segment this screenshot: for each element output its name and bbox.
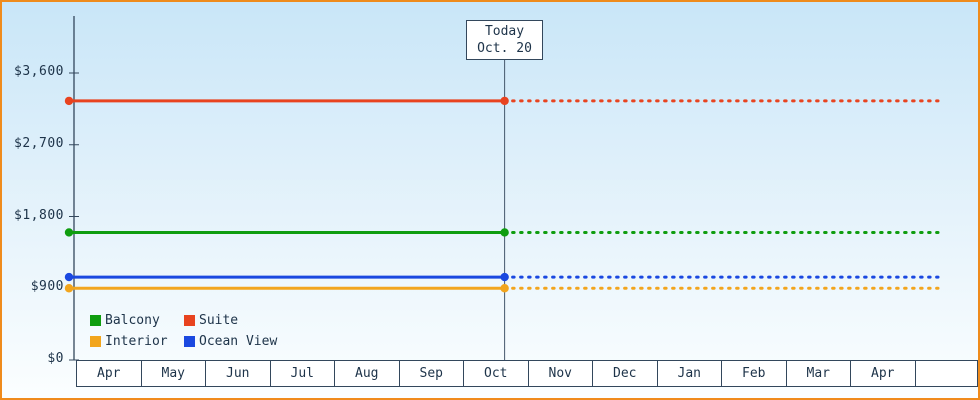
series-today-marker-suite — [500, 96, 509, 106]
legend-label: Ocean View — [199, 333, 278, 349]
legend-swatch — [90, 335, 101, 347]
legend-label: Balcony — [105, 312, 160, 328]
legend-item-balcony: Balcony — [90, 311, 184, 329]
legend-item-suite: Suite — [184, 311, 277, 329]
today-date-label: Oct. 20 — [477, 41, 532, 56]
month-cell-feb: Feb — [722, 360, 787, 387]
month-cell-jul: Jul — [270, 360, 335, 387]
month-cell-empty — [915, 360, 978, 387]
series-today-marker-interior — [500, 284, 509, 293]
legend-swatch — [184, 314, 195, 326]
month-cell-jun: Jun — [206, 360, 271, 387]
legend-swatch — [90, 314, 101, 326]
month-cell-may: May — [141, 360, 206, 387]
series-start-marker-ocean-view — [64, 272, 74, 282]
month-cell-jan: Jan — [657, 360, 722, 387]
series-today-marker-balcony — [500, 228, 509, 237]
chart-legend: Balcony Suite Interior Ocean View — [90, 311, 277, 350]
y-axis-label: $3,600 — [14, 64, 64, 79]
month-cell-nov: Nov — [528, 360, 593, 387]
month-cell-mar: Mar — [786, 360, 851, 387]
legend-label: Interior — [105, 333, 168, 349]
y-axis-label: $900 — [30, 279, 64, 295]
legend-item-interior: Interior — [90, 332, 184, 350]
series-start-marker-suite — [64, 96, 74, 106]
y-axis-label: $0 — [47, 351, 64, 366]
series-start-marker-interior — [64, 284, 74, 293]
legend-label: Suite — [199, 312, 239, 328]
y-axis-label: $1,800 — [14, 207, 64, 223]
legend-swatch — [184, 335, 195, 347]
legend-item-ocean-view: Ocean View — [184, 332, 277, 350]
month-cell-dec: Dec — [593, 360, 658, 387]
series-start-marker-balcony — [64, 228, 74, 237]
today-label: Today — [484, 24, 525, 39]
month-cell-apr: Apr — [77, 360, 142, 387]
month-cell-sep: Sep — [399, 360, 464, 387]
today-marker-box: Today Oct. 20 — [466, 20, 543, 60]
y-axis-label: $2,700 — [14, 135, 64, 151]
x-axis-month-row: Apr May Jun Jul Aug Sep Oct Nov Dec Jan Feb Mar Apr — [76, 360, 978, 387]
month-cell-apr: Apr — [851, 360, 916, 387]
series-today-marker-ocean-view — [500, 272, 509, 282]
month-cell-oct: Oct — [464, 360, 529, 387]
month-cell-aug: Aug — [335, 360, 400, 387]
